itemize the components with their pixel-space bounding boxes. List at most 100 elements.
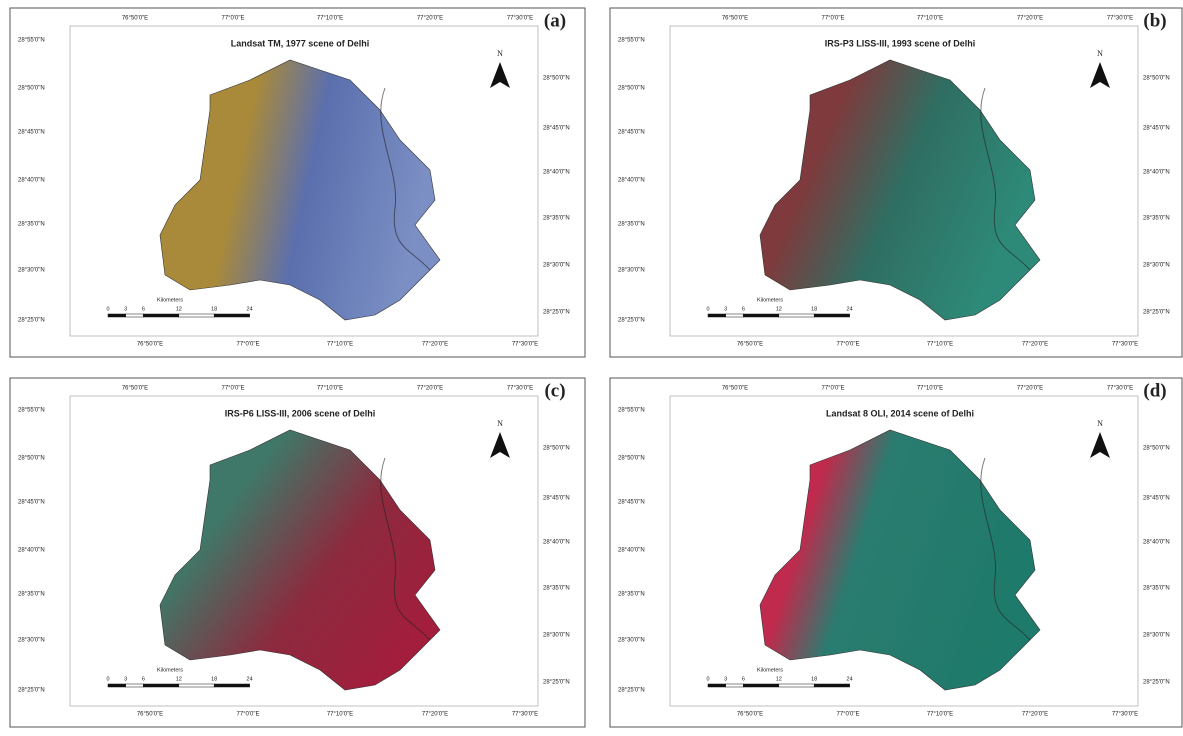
north-label: N (497, 49, 503, 58)
map-panel: IRS-P6 LISS-III, 2006 scene of Delhi(c)7… (10, 378, 585, 727)
latitude-label: 28°30'0"N (618, 268, 645, 274)
scale-segment (708, 314, 726, 317)
longitude-label: 77°10'0"E (327, 342, 353, 348)
scale-segment (814, 314, 849, 317)
longitude-label: 76°50'0"E (122, 386, 148, 392)
scale-tick: 24 (247, 676, 253, 682)
scale-segment (743, 314, 778, 317)
longitude-label: 77°10'0"E (317, 386, 343, 392)
longitude-label: 77°0'0"E (821, 16, 844, 22)
scale-segment (126, 684, 144, 687)
longitude-label: 77°10'0"E (927, 712, 953, 718)
longitude-label: 77°10'0"E (317, 16, 343, 22)
latitude-label: 28°30'0"N (1143, 633, 1170, 639)
latitude-label: 28°50'0"N (1143, 76, 1170, 82)
latitude-label: 28°30'0"N (543, 633, 570, 639)
latitude-label: 28°45'0"N (1143, 126, 1170, 132)
scale-tick: 6 (742, 306, 745, 312)
map-panel: Landsat 8 OLI, 2014 scene of Delhi(d)76°… (610, 378, 1182, 727)
latitude-label: 28°25'0"N (1143, 680, 1170, 686)
latitude-label: 28°25'0"N (543, 310, 570, 316)
longitude-label: 77°0'0"E (836, 342, 859, 348)
scale-unit: Kilometers (757, 667, 783, 673)
scale-segment (214, 684, 249, 687)
longitude-label: 76°50'0"E (137, 712, 163, 718)
scale-tick: 12 (176, 306, 182, 312)
scale-unit: Kilometers (157, 297, 183, 303)
longitude-label: 77°10'0"E (917, 386, 943, 392)
panel-title: IRS-P6 LISS-III, 2006 scene of Delhi (225, 408, 376, 418)
longitude-label: 77°20'0"E (1017, 16, 1043, 22)
longitude-label: 77°20'0"E (417, 16, 443, 22)
panel-label: (b) (1143, 10, 1166, 31)
longitude-label: 77°20'0"E (1017, 386, 1043, 392)
longitude-label: 77°20'0"E (422, 342, 448, 348)
latitude-label: 28°50'0"N (618, 86, 645, 92)
latitude-label: 28°35'0"N (618, 222, 645, 228)
latitude-label: 28°35'0"N (18, 592, 45, 598)
longitude-label: 77°30'0"E (1107, 386, 1133, 392)
scale-tick: 12 (776, 306, 782, 312)
map-panel: Landsat TM, 1977 scene of Delhi(a)76°50'… (10, 8, 585, 357)
longitude-label: 77°30'0"E (507, 16, 533, 22)
scale-tick: 3 (124, 306, 127, 312)
longitude-label: 76°50'0"E (737, 342, 763, 348)
panel-title: Landsat 8 OLI, 2014 scene of Delhi (826, 408, 974, 418)
scale-unit: Kilometers (757, 297, 783, 303)
scale-tick: 18 (811, 676, 817, 682)
latitude-label: 28°55'0"N (18, 408, 45, 414)
longitude-label: 77°0'0"E (836, 712, 859, 718)
longitude-label: 77°30'0"E (512, 342, 538, 348)
latitude-label: 28°35'0"N (1143, 216, 1170, 222)
latitude-label: 28°55'0"N (618, 408, 645, 414)
latitude-label: 28°30'0"N (18, 638, 45, 644)
scale-tick: 18 (211, 676, 217, 682)
latitude-label: 28°35'0"N (1143, 586, 1170, 592)
latitude-label: 28°30'0"N (618, 638, 645, 644)
latitude-label: 28°35'0"N (18, 222, 45, 228)
map-panel: IRS-P3 LISS-III, 1993 scene of Delhi (b) 7… (610, 8, 1182, 357)
latitude-label: 28°50'0"N (543, 76, 570, 82)
longitude-label: 77°0'0"E (821, 386, 844, 392)
latitude-label: 28°50'0"N (18, 86, 45, 92)
latitude-label: 28°40'0"N (543, 170, 570, 176)
scale-tick: 3 (724, 676, 727, 682)
north-label: N (497, 419, 503, 428)
scale-segment (814, 684, 849, 687)
longitude-label: 77°0'0"E (236, 342, 259, 348)
longitude-label: 77°10'0"E (917, 16, 943, 22)
panel-title: IRS-P3 LISS-III, 1993 scene of Delhi (825, 38, 976, 48)
scale-segment (726, 684, 744, 687)
scale-segment (179, 314, 214, 317)
longitude-label: 77°20'0"E (422, 712, 448, 718)
longitude-label: 77°20'0"E (417, 386, 443, 392)
longitude-label: 77°30'0"E (1107, 16, 1133, 22)
latitude-label: 28°40'0"N (618, 178, 645, 184)
scale-segment (779, 314, 814, 317)
latitude-label: 28°45'0"N (543, 496, 570, 502)
latitude-label: 28°25'0"N (18, 318, 45, 324)
latitude-label: 28°25'0"N (1143, 310, 1170, 316)
longitude-label: 76°50'0"E (137, 342, 163, 348)
latitude-label: 28°40'0"N (18, 178, 45, 184)
scale-tick: 0 (706, 306, 709, 312)
longitude-label: 77°0'0"E (221, 386, 244, 392)
scale-tick: 6 (742, 676, 745, 682)
scale-segment (214, 314, 249, 317)
latitude-label: 28°30'0"N (543, 263, 570, 269)
latitude-label: 28°40'0"N (618, 548, 645, 554)
longitude-label: 77°0'0"E (221, 16, 244, 22)
latitude-label: 28°25'0"N (543, 680, 570, 686)
latitude-label: 28°35'0"N (618, 592, 645, 598)
latitude-label: 28°35'0"N (543, 586, 570, 592)
scale-segment (179, 684, 214, 687)
latitude-label: 28°30'0"N (18, 268, 45, 274)
north-label: N (1097, 419, 1103, 428)
scale-tick: 0 (706, 676, 709, 682)
latitude-label: 28°40'0"N (1143, 540, 1170, 546)
latitude-label: 28°50'0"N (543, 446, 570, 452)
latitude-label: 28°45'0"N (618, 500, 645, 506)
scale-segment (743, 684, 778, 687)
latitude-label: 28°50'0"N (1143, 446, 1170, 452)
latitude-label: 28°40'0"N (543, 540, 570, 546)
